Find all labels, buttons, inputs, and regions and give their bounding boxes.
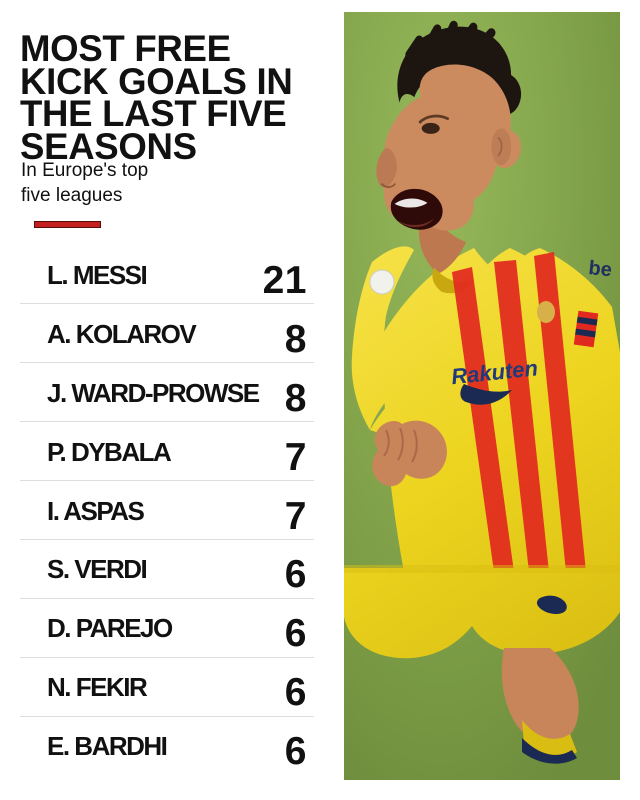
svg-text:be: be [587,257,613,281]
